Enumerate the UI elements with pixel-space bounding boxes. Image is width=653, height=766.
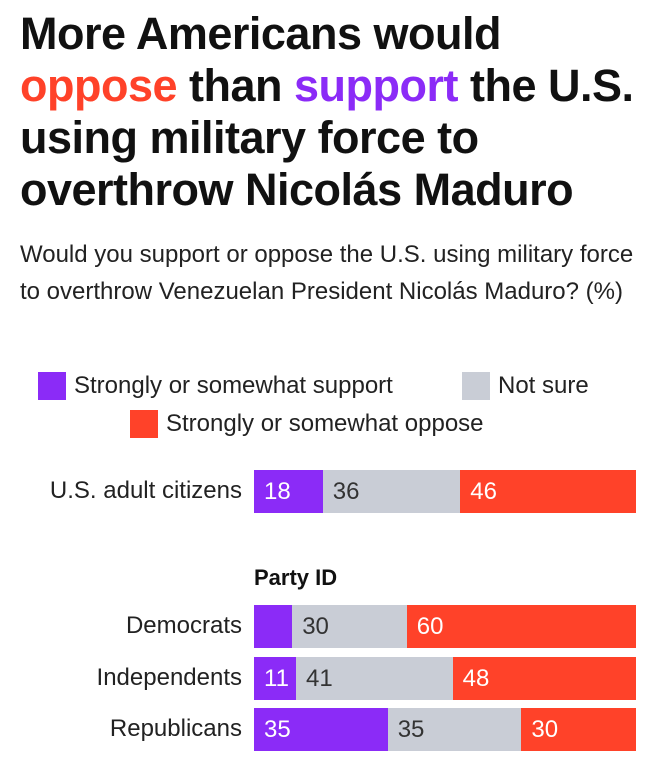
bar-segment: 30 bbox=[292, 605, 407, 648]
title-part1: More Americans would bbox=[20, 8, 501, 59]
legend-swatch-not-sure bbox=[462, 372, 490, 400]
category-label: Independents bbox=[96, 664, 242, 691]
legend-oppose: Strongly or somewhat oppose bbox=[130, 410, 484, 438]
bar-segment: 35 bbox=[254, 708, 388, 751]
bar-segment: 30 bbox=[521, 708, 636, 751]
category-label: U.S. adult citizens bbox=[49, 477, 242, 504]
stacked-bar: 18 36 46 bbox=[254, 470, 636, 513]
chart-subtitle: Would you support or oppose the U.S. usi… bbox=[20, 241, 634, 305]
legend-swatch-oppose bbox=[130, 410, 158, 438]
bar-segment: 11 bbox=[254, 657, 297, 700]
category-label: Republicans bbox=[109, 715, 242, 742]
bar-segment: 36 bbox=[322, 470, 461, 513]
legend-swatch-support bbox=[38, 372, 66, 400]
bar-segment: 35 bbox=[387, 708, 522, 751]
legend-label: Not sure bbox=[498, 372, 589, 399]
legend-label: Strongly or somewhat support bbox=[74, 372, 393, 399]
legend-label: Strongly or somewhat oppose bbox=[166, 410, 484, 437]
title-mid: than bbox=[177, 60, 295, 111]
bar-segment: 46 bbox=[460, 470, 636, 513]
bar-segment: 41 bbox=[296, 657, 453, 700]
bar-segment: 60 bbox=[406, 605, 636, 648]
bar-segment bbox=[254, 605, 293, 648]
legend-not-sure: Not sure bbox=[462, 372, 589, 400]
bar-segment: 48 bbox=[452, 657, 636, 700]
stacked-bar: 11 41 48 bbox=[254, 657, 636, 700]
stacked-bar: 30 60 bbox=[254, 605, 636, 648]
title-oppose: oppose bbox=[20, 60, 178, 111]
title-support: support bbox=[294, 60, 458, 111]
bar-segment: 18 bbox=[254, 470, 323, 513]
category-label: Democrats bbox=[125, 612, 242, 639]
chart-title: More Americans would oppose than support … bbox=[20, 8, 650, 216]
stacked-bar: 35 35 30 bbox=[254, 708, 636, 751]
title-part2: the U.S. using military force to overthr… bbox=[20, 60, 634, 215]
legend-support: Strongly or somewhat support bbox=[38, 372, 393, 400]
group-label: Party ID bbox=[254, 565, 338, 590]
